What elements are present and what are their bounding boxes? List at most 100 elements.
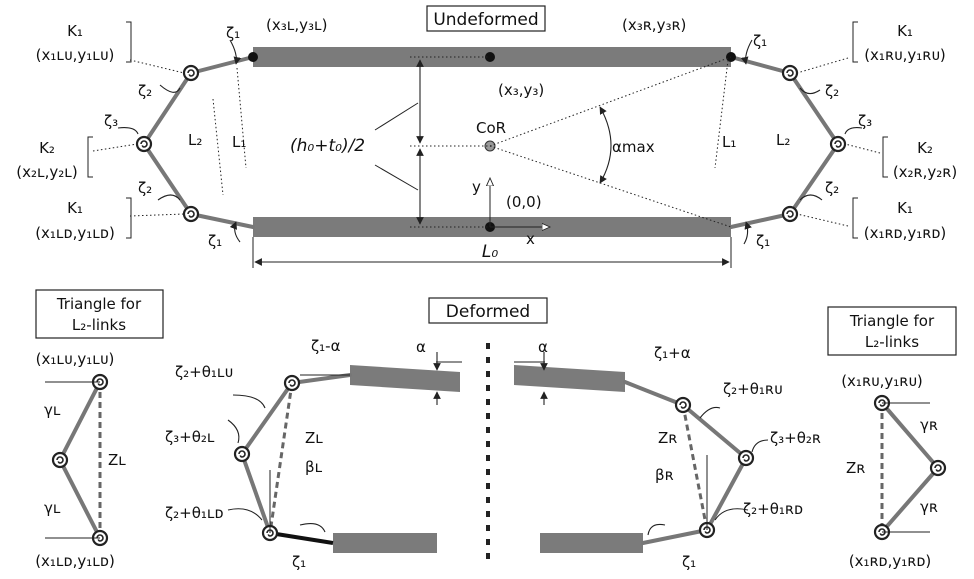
- triangle-left-title-2: L₂-links: [72, 316, 126, 334]
- joint-K1-left-down: [182, 205, 200, 223]
- label-x1RU: (x₁ʀᴜ,y₁ʀᴜ): [864, 46, 946, 64]
- joint-def-left-up: [283, 374, 301, 392]
- link-L1-lower-right: [729, 212, 792, 229]
- deformed-lower-plate-right: [540, 533, 643, 553]
- label-x1RD: (x₁ʀᴅ,y₁ʀᴅ): [864, 224, 947, 242]
- label-x3: (x₃,y₃): [498, 81, 544, 99]
- undeformed-title-box: [426, 5, 546, 32]
- label-x1LD: (x₁ʟᴅ,y₁ʟᴅ): [35, 224, 115, 242]
- label-zeta3-left: ζ₃: [104, 112, 118, 130]
- link-L2-lower-left: [142, 142, 193, 216]
- label-z2-th1LU: ζ₂+θ₁ʟᴜ: [175, 363, 233, 381]
- joint-K1-right-down: [781, 205, 799, 223]
- label-L1-right: L₁: [722, 133, 736, 151]
- triangle-right-title-1: Triangle for: [849, 312, 935, 330]
- label-zeta1-rd: ζ₁: [756, 232, 770, 250]
- triangle-left-title-box: [35, 289, 164, 339]
- label-y-axis: y: [472, 178, 481, 196]
- deformed-title-box: [428, 297, 548, 324]
- label-x3R: (x₃ʀ,y₃ʀ): [622, 16, 686, 34]
- label-z3-th2R: ζ₃+θ₂ʀ: [770, 429, 821, 447]
- tri-right-label-x1RU: (x₁ʀᴜ,y₁ʀᴜ): [841, 372, 923, 390]
- tri-left-gammaL-top: γʟ: [44, 401, 61, 419]
- label-x-axis: x: [526, 230, 535, 248]
- tri-right-ZR: Zʀ: [846, 459, 865, 477]
- tri-left-label-x1LD: (x₁ʟᴅ,y₁ʟᴅ): [35, 552, 115, 570]
- deformed-upper-plate-right: [514, 365, 625, 392]
- label-x1LU: (x₁ʟᴜ,y₁ʟᴜ): [36, 46, 115, 64]
- deformed-lower-plate-left: [333, 533, 437, 553]
- undeformed-title: Undeformed: [433, 10, 538, 30]
- label-L0: L₀: [482, 242, 498, 262]
- label-zeta2-lu: ζ₂: [138, 82, 152, 100]
- label-z2-th1RU: ζ₂+θ₁ʀᴜ: [723, 380, 783, 398]
- label-x2R: (x₂ʀ,y₂ʀ): [893, 163, 957, 181]
- label-zeta1-def-left: ζ₁: [292, 553, 306, 571]
- label-betaR: βʀ: [655, 466, 674, 484]
- link-L2-lower-right: [788, 142, 840, 216]
- joint-def-left-mid: [233, 445, 251, 463]
- link-L1-upper-left: [189, 55, 255, 75]
- point-x3L: [248, 52, 258, 62]
- label-K1-ru: K₁: [897, 22, 913, 40]
- label-z2-th1RD: ζ₂+θ₁ʀᴅ: [743, 500, 803, 518]
- label-x2L: (x₂ʟ,y₂ʟ): [16, 163, 77, 181]
- joint-K2-right: [829, 135, 847, 153]
- label-zeta1-def-right: ζ₁: [682, 553, 696, 571]
- tri-right-label-x1RD: (x₁ʀᴅ,y₁ʀᴅ): [849, 552, 932, 570]
- tri-left-ZL: Zʟ: [108, 451, 126, 469]
- ZR-dashed-line: [681, 404, 709, 531]
- joint-K1-left-up: [182, 64, 200, 82]
- tri-left-gammaL-bot: γʟ: [44, 499, 61, 517]
- deformed-upper-plate-left: [350, 365, 460, 392]
- triangle-left-title-1: Triangle for: [56, 295, 142, 313]
- label-CoR: CoR: [476, 119, 506, 137]
- label-alpha-left: α: [416, 338, 426, 356]
- triangle-right-title-2: L₂-links: [865, 333, 919, 351]
- label-z1-minus-a: ζ₁-α: [311, 337, 341, 355]
- label-L2-right: L₂: [776, 131, 790, 149]
- joint-K2-left: [135, 135, 153, 153]
- label-L2-left: L₂: [188, 131, 202, 149]
- label-h0t0: (h₀+t₀)/2: [290, 136, 365, 156]
- label-ZR-def: Zʀ: [658, 429, 677, 447]
- label-zeta1-lu: ζ₁: [226, 24, 240, 42]
- label-zeta1-ru: ζ₁: [753, 32, 767, 50]
- label-L1-left: L₁: [232, 133, 246, 151]
- label-z1-plus-a: ζ₁+α: [654, 344, 691, 362]
- label-zeta3-right: ζ₃: [858, 112, 872, 130]
- label-zeta2-rd: ζ₂: [825, 179, 839, 197]
- joint-def-right-up: [674, 396, 692, 414]
- label-K2-left: K₂: [39, 139, 55, 157]
- label-zeta1-ld: ζ₁: [208, 232, 222, 250]
- label-K1-rd: K₁: [897, 199, 913, 217]
- link-L2-upper-left: [142, 71, 193, 146]
- label-origin: (0,0): [506, 193, 542, 211]
- label-K1-ld: K₁: [67, 199, 83, 217]
- triangle-right-title-box: [827, 306, 957, 356]
- label-K2-right: K₂: [917, 139, 933, 157]
- tri-right-gammaR-bot: γʀ: [920, 498, 938, 516]
- point-x3: [485, 52, 495, 62]
- label-alpha-right: α: [538, 338, 548, 356]
- tri-right-joint-mid: [929, 459, 947, 477]
- label-ZL-def: Zʟ: [305, 429, 323, 447]
- ZL-dashed-line: [268, 382, 294, 534]
- link-L1-upper-right: [729, 55, 792, 75]
- label-x3L: (x₃ʟ,y₃ʟ): [266, 16, 327, 34]
- label-betaL: βʟ: [305, 458, 323, 476]
- label-z2-th1LD: ζ₂+θ₁ʟᴅ: [165, 504, 224, 522]
- label-amax: αmax: [612, 138, 655, 156]
- tri-left-label-x1LU: (x₁ʟᴜ,y₁ʟᴜ): [36, 350, 115, 368]
- label-K1-lu: K₁: [67, 22, 83, 40]
- link-L1-lower-left: [189, 212, 255, 229]
- joint-def-right-mid: [737, 449, 755, 467]
- tri-left-joint-mid: [51, 451, 69, 469]
- label-zeta2-ru: ζ₂: [825, 82, 839, 100]
- tri-right-gammaR-top: γʀ: [920, 416, 938, 434]
- joint-K1-right-up: [781, 64, 799, 82]
- label-z3-th2L: ζ₃+θ₂ʟ: [165, 428, 215, 446]
- deformed-title: Deformed: [446, 302, 530, 322]
